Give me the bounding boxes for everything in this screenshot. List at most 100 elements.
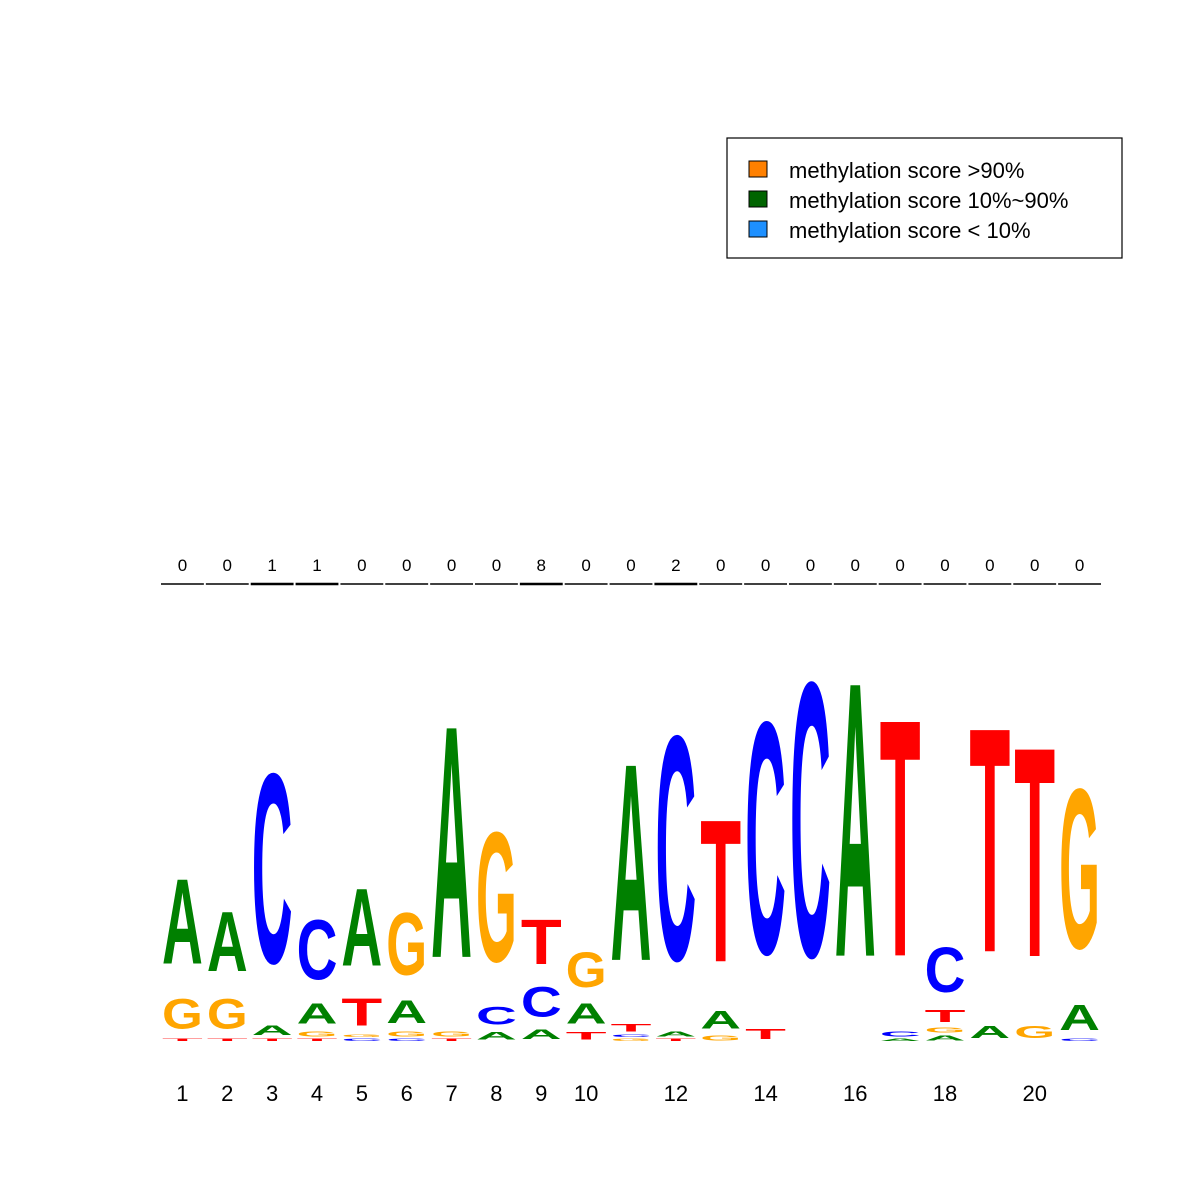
- x-tick-label-7: 7: [445, 1081, 457, 1106]
- logo-letter-C-pos-18: C: [925, 933, 966, 1005]
- methylation-count-13: 0: [716, 556, 725, 575]
- methylation-count-16: 0: [851, 556, 860, 575]
- logo-letter-T-pos-5: T: [341, 990, 382, 1034]
- logo-letter-T-pos-17: T: [880, 649, 921, 1028]
- logo-letter-C-pos-8: C: [476, 1002, 517, 1030]
- methylation-count-3: 1: [267, 556, 276, 575]
- x-tick-label-9: 9: [535, 1081, 547, 1106]
- x-tick-label-1: 1: [176, 1081, 188, 1106]
- logo-letter-T-pos-19: T: [969, 662, 1010, 1021]
- logo-letters: TGATGATACTGACCGTACGAGTGAACGACTTAGGCTATAC…: [162, 601, 1100, 1042]
- x-tick-label-5: 5: [356, 1081, 368, 1106]
- logo-letter-T-pos-13: T: [700, 778, 741, 1005]
- logo-letter-G-pos-18: G: [925, 1026, 966, 1034]
- logo-letter-G-pos-10: G: [566, 942, 607, 998]
- logo-letter-G-pos-2: G: [207, 991, 248, 1038]
- logo-letter-C-pos-14: C: [745, 653, 786, 1024]
- legend: methylation score >90% methylation score…: [726, 137, 1123, 259]
- logo-letter-T-pos-3: T: [252, 1038, 293, 1042]
- x-tick-label-16: 16: [843, 1081, 867, 1106]
- logo-letter-A-pos-19: A: [969, 1022, 1010, 1042]
- logo-letter-T-pos-18: T: [925, 1006, 966, 1026]
- logo-letter-G-pos-1: G: [162, 991, 203, 1038]
- legend-label-high: methylation score >90%: [789, 158, 1024, 183]
- logo-letter-T-pos-9: T: [521, 906, 562, 978]
- logo-letter-G-pos-21: G: [1059, 742, 1100, 997]
- methylation-count-1: 0: [178, 556, 187, 575]
- logo-letter-T-pos-7: T: [431, 1038, 472, 1042]
- logo-letter-A-pos-13: A: [700, 1006, 741, 1034]
- logo-letter-A-pos-4: A: [297, 998, 338, 1030]
- logo-letter-A-pos-10: A: [566, 998, 607, 1030]
- logo-letter-G-pos-5: G: [341, 1034, 382, 1038]
- logo-letter-C-pos-15: C: [790, 601, 831, 1039]
- logo-letter-T-pos-2: T: [207, 1038, 248, 1042]
- x-tick-label-12: 12: [664, 1081, 688, 1106]
- logo-letter-C-pos-4: C: [297, 902, 338, 998]
- methylation-count-19: 0: [985, 556, 994, 575]
- legend-swatch-high: [748, 160, 768, 178]
- methylation-count-18: 0: [940, 556, 949, 575]
- legend-label-mid: methylation score 10%~90%: [789, 188, 1068, 213]
- methylation-count-17: 0: [895, 556, 904, 575]
- logo-letter-A-pos-6: A: [386, 994, 427, 1030]
- methylation-count-8: 0: [492, 556, 501, 575]
- logo-letter-G-pos-6: G: [386, 894, 427, 994]
- logo-letter-A-pos-7: A: [431, 657, 472, 1028]
- logo-letter-A-pos-17: A: [880, 1038, 921, 1042]
- x-tick-label-20: 20: [1022, 1081, 1046, 1106]
- methylation-count-21: 0: [1075, 556, 1084, 575]
- logo-letter-A-pos-2: A: [207, 894, 248, 990]
- logo-letter-C-pos-12: C: [655, 668, 696, 1027]
- methylation-counts: 0 0 1 1 0 0 0 0 8 0 0 2 0 0 0 0 0 0 0 0 0: [161, 556, 1101, 586]
- x-tick-label-8: 8: [490, 1081, 502, 1106]
- logo-letter-C-pos-5: C: [341, 1038, 382, 1042]
- x-tick-label-14: 14: [753, 1081, 777, 1106]
- logo-letter-G-pos-8: G: [476, 792, 517, 1000]
- methylation-count-20: 0: [1030, 556, 1039, 575]
- methylation-count-10: 0: [581, 556, 590, 575]
- logo-letter-C-pos-6: C: [386, 1038, 427, 1042]
- logo-letter-T-pos-14: T: [745, 1026, 786, 1042]
- logo-letter-T-pos-4: T: [297, 1038, 338, 1042]
- methylation-count-12: 2: [671, 556, 680, 575]
- logo-letter-T-pos-20: T: [1014, 685, 1055, 1020]
- logo-letter-A-pos-3: A: [252, 1022, 293, 1038]
- methylation-count-15: 0: [806, 556, 815, 575]
- logo-letter-A-pos-21: A: [1059, 998, 1100, 1038]
- methylation-count-4: 1: [312, 556, 321, 575]
- legend-swatch-mid: [748, 190, 768, 208]
- logo-letter-G-pos-7: G: [431, 1030, 472, 1038]
- methylation-count-14: 0: [761, 556, 770, 575]
- legend-label-low: methylation score < 10%: [789, 218, 1031, 243]
- x-tick-label-10: 10: [574, 1081, 598, 1106]
- methylation-count-9: 8: [537, 556, 546, 575]
- x-tick-label-2: 2: [221, 1081, 233, 1106]
- logo-letter-G-pos-11: G: [611, 1038, 652, 1042]
- logo-letter-T-pos-12: T: [655, 1038, 696, 1042]
- logo-letter-A-pos-8: A: [476, 1030, 517, 1042]
- logo-letter-T-pos-1: T: [162, 1038, 203, 1042]
- logo-letter-T-pos-10: T: [566, 1030, 607, 1042]
- logo-letter-T-pos-11: T: [611, 1022, 652, 1034]
- methylation-count-6: 0: [402, 556, 411, 575]
- logo-letter-A-pos-18: A: [925, 1034, 966, 1042]
- logo-letter-C-pos-3: C: [252, 717, 293, 1020]
- methylation-count-5: 0: [357, 556, 366, 575]
- methylation-count-2: 0: [223, 556, 232, 575]
- x-axis-labels: 1 2 3 4 5 6 7 8 9 10 12 14 16 18 20: [176, 1081, 1047, 1106]
- x-tick-label-4: 4: [311, 1081, 323, 1106]
- logo-letter-G-pos-20: G: [1014, 1022, 1055, 1042]
- logo-letter-A-pos-16: A: [835, 601, 876, 1039]
- legend-box: [726, 137, 1123, 259]
- logo-letter-C-pos-9: C: [521, 978, 562, 1026]
- logo-letter-A-pos-9: A: [521, 1026, 562, 1042]
- logo-letter-C-pos-21: C: [1059, 1038, 1100, 1042]
- methylation-count-7: 0: [447, 556, 456, 575]
- legend-swatch-low: [748, 220, 768, 238]
- logo-letter-G-pos-6: G: [386, 1030, 427, 1038]
- logo-letter-G-pos-13: G: [700, 1034, 741, 1042]
- methylation-count-11: 0: [626, 556, 635, 575]
- logo-letter-A-pos-11: A: [611, 706, 652, 1021]
